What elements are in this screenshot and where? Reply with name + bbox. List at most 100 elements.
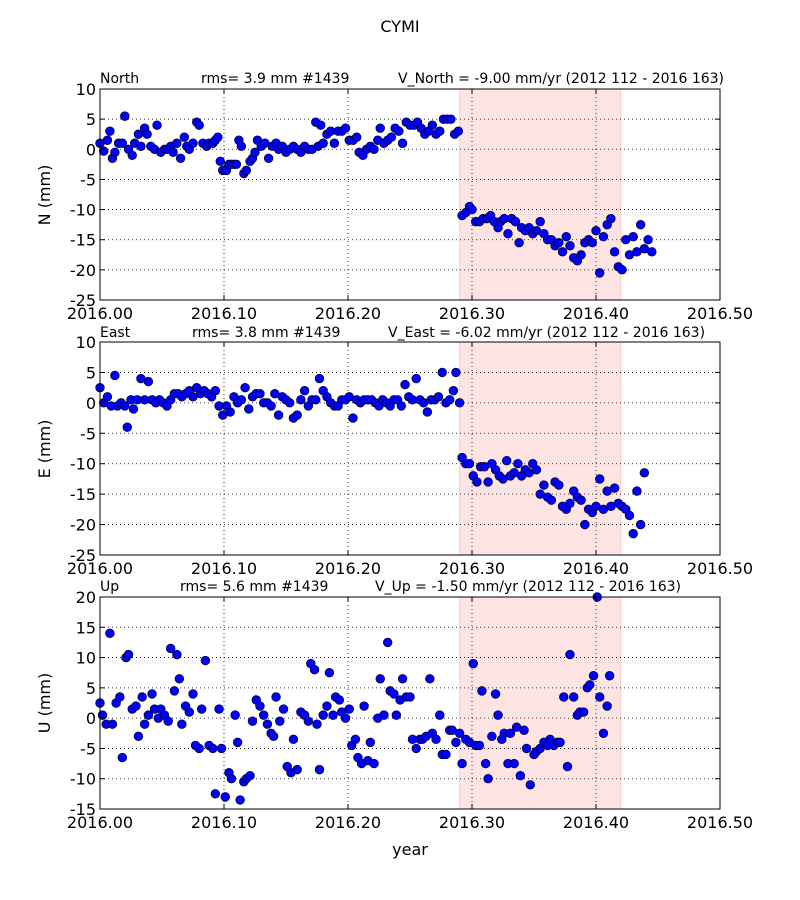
east-data-point — [595, 474, 605, 484]
north-data-point — [263, 153, 274, 164]
up-data-point — [521, 743, 532, 754]
north-data-point — [175, 153, 186, 164]
up-data-point — [515, 770, 526, 781]
east-x-tick-label: 2016.20 — [315, 559, 381, 578]
up-data-point — [235, 795, 245, 805]
north-y-tick-label: 10 — [76, 80, 96, 99]
up-data-point — [565, 649, 575, 660]
up-data-point — [519, 725, 529, 735]
north-x-tick-label: 2016.40 — [563, 304, 629, 323]
up-data-point — [397, 674, 408, 684]
east-data-point — [448, 385, 459, 396]
east-data-point — [122, 422, 132, 432]
north-data-point — [503, 228, 513, 239]
north-data-point — [598, 231, 609, 242]
north-plot-frame — [99, 88, 721, 301]
north-data-point — [561, 231, 571, 242]
east-data-point — [396, 401, 407, 411]
up-data-point — [602, 701, 612, 711]
east-y-tick-label: -5 — [80, 424, 96, 443]
north-velocity: V_North = -9.00 mm/yr (2012 112 - 2016 1… — [398, 71, 724, 87]
up-data-point — [105, 628, 115, 639]
east-data-point — [554, 480, 564, 490]
east-data-point — [628, 529, 638, 539]
north-rms: rms= 3.9 mm #1439 — [201, 71, 349, 87]
up-data-point — [172, 649, 182, 660]
east-data-point — [128, 404, 139, 414]
up-data-point — [328, 710, 338, 720]
up-data-point — [585, 680, 595, 690]
east-rms: rms= 3.8 mm #1439 — [192, 325, 340, 341]
north-y-tick-label: 5 — [86, 110, 96, 129]
up-y-tick-label: -5 — [80, 739, 96, 758]
up-data-point — [340, 713, 351, 723]
up-data-point — [559, 692, 569, 702]
north-data-point — [179, 132, 190, 142]
east-data-point — [422, 407, 433, 417]
east-data-point — [444, 395, 455, 405]
up-y-axis-label: U (mm) — [35, 673, 54, 733]
north-data-point — [369, 144, 379, 154]
north-header-label: North — [100, 71, 139, 87]
east-data-point — [411, 373, 421, 384]
east-scatter-points — [95, 367, 650, 539]
up-data-point — [411, 743, 421, 754]
up-data-point — [278, 704, 289, 714]
up-data-point — [588, 671, 599, 681]
east-data-point — [639, 468, 650, 478]
up-data-point — [480, 758, 491, 769]
up-data-point — [334, 695, 345, 705]
figure-title: CYMI — [380, 17, 419, 36]
up-data-point — [115, 692, 125, 702]
up-y-tick-label: 0 — [86, 709, 96, 728]
north-data-point — [609, 247, 620, 257]
east-data-point — [464, 459, 475, 469]
east-header-label: East — [100, 325, 131, 341]
north-y-tick-label: 0 — [86, 140, 96, 159]
east-data-point — [565, 498, 575, 508]
east-gridlines — [100, 342, 720, 555]
up-scatter-points — [95, 592, 615, 805]
north-data-point — [316, 120, 326, 130]
east-data-point — [244, 404, 254, 414]
north-data-point — [647, 247, 657, 257]
east-data-point — [632, 486, 642, 496]
north-data-point — [617, 265, 627, 275]
east-y-tick-label: 10 — [76, 333, 96, 352]
up-data-point — [143, 710, 154, 720]
north-data-point — [168, 147, 178, 158]
up-data-point — [405, 692, 415, 702]
north-data-point — [318, 138, 328, 148]
up-data-point — [174, 674, 185, 684]
up-data-point — [309, 664, 320, 675]
north-data-point — [102, 135, 113, 145]
up-y-tick-label: 10 — [76, 649, 96, 668]
up-data-point — [375, 674, 385, 684]
north-y-tick-label: -15 — [70, 231, 96, 250]
up-data-point — [562, 761, 573, 772]
east-shade-rect — [459, 341, 622, 556]
up-x-tick-label: 2016.30 — [439, 813, 505, 832]
north-data-point — [427, 120, 438, 130]
up-data-point — [568, 692, 579, 702]
north-data-point — [453, 126, 464, 136]
north-x-tick-label: 2016.50 — [687, 304, 753, 323]
north-data-point — [643, 235, 653, 245]
up-data-point — [220, 792, 230, 802]
north-data-point — [120, 111, 130, 121]
east-y-tick-label: -20 — [70, 516, 96, 535]
north-data-point — [587, 238, 597, 248]
up-data-point — [555, 737, 565, 748]
up-ticks: 2016.00 2016.10 2016.20 2016.30 2016.40 2016.… — [67, 588, 753, 832]
up-data-point — [369, 758, 379, 769]
north-data-point — [595, 268, 605, 278]
east-velocity: V_East = -6.02 mm/yr (2012 112 - 2016 16… — [388, 325, 705, 341]
up-data-point — [314, 764, 325, 775]
north-data-point — [386, 132, 397, 142]
up-data-point — [457, 758, 467, 769]
up-data-point — [425, 674, 435, 684]
north-data-point — [142, 129, 152, 139]
north-data-point — [591, 225, 601, 236]
north-data-point — [188, 138, 198, 148]
north-data-point — [554, 238, 564, 248]
